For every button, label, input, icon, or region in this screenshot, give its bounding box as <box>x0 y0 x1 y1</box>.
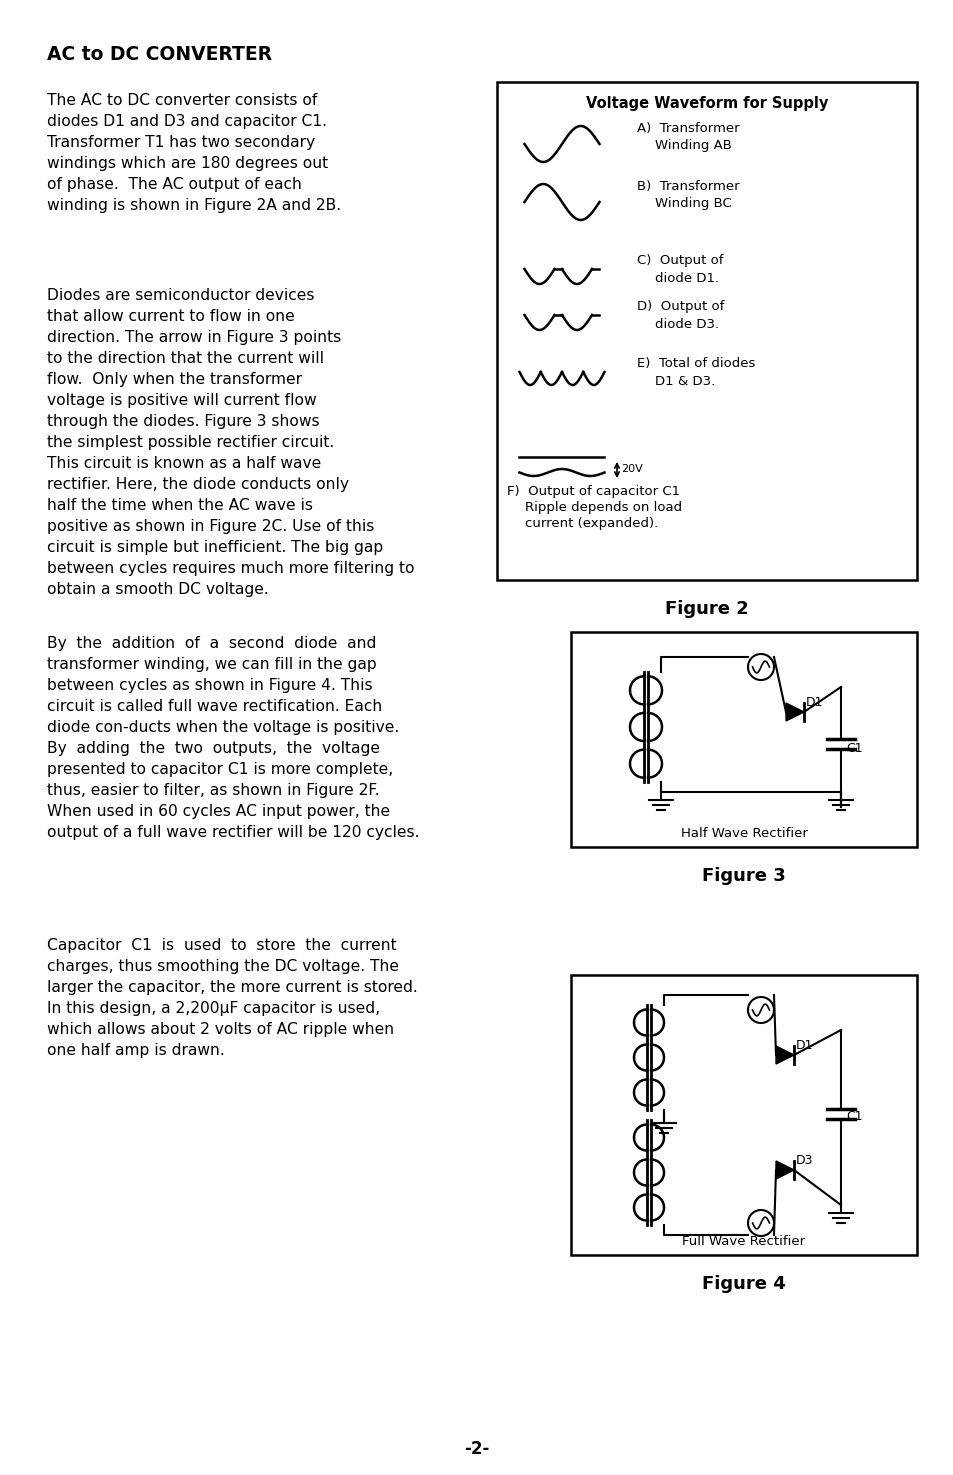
Polygon shape <box>785 704 803 721</box>
Text: D1 & D3.: D1 & D3. <box>655 375 715 388</box>
Text: through the diodes. Figure 3 shows: through the diodes. Figure 3 shows <box>47 414 319 429</box>
Text: Figure 2: Figure 2 <box>664 600 748 618</box>
Text: which allows about 2 volts of AC ripple when: which allows about 2 volts of AC ripple … <box>47 1022 394 1037</box>
Text: Figure 4: Figure 4 <box>701 1274 785 1294</box>
Text: voltage is positive will current flow: voltage is positive will current flow <box>47 392 316 409</box>
Text: the simplest possible rectifier circuit.: the simplest possible rectifier circuit. <box>47 435 334 450</box>
Text: D)  Output of: D) Output of <box>637 299 723 313</box>
Text: winding is shown in Figure 2A and 2B.: winding is shown in Figure 2A and 2B. <box>47 198 341 212</box>
Text: AC to DC CONVERTER: AC to DC CONVERTER <box>47 46 272 63</box>
Text: In this design, a 2,200μF capacitor is used,: In this design, a 2,200μF capacitor is u… <box>47 1002 379 1016</box>
Text: C1: C1 <box>845 742 862 755</box>
Text: D1: D1 <box>795 1038 813 1052</box>
Polygon shape <box>775 1161 793 1179</box>
Text: 20V: 20V <box>620 465 642 473</box>
Text: Winding BC: Winding BC <box>655 198 731 209</box>
Bar <box>497 83 916 580</box>
Text: one half amp is drawn.: one half amp is drawn. <box>47 1043 225 1058</box>
Text: direction. The arrow in Figure 3 points: direction. The arrow in Figure 3 points <box>47 330 341 345</box>
Text: current (expanded).: current (expanded). <box>524 518 658 530</box>
Text: positive as shown in Figure 2C. Use of this: positive as shown in Figure 2C. Use of t… <box>47 519 374 534</box>
Text: charges, thus smoothing the DC voltage. The: charges, thus smoothing the DC voltage. … <box>47 959 398 974</box>
Text: C1: C1 <box>845 1111 862 1122</box>
Text: Winding AB: Winding AB <box>655 139 731 152</box>
Text: presented to capacitor C1 is more complete,: presented to capacitor C1 is more comple… <box>47 763 393 777</box>
Text: circuit is simple but inefficient. The big gap: circuit is simple but inefficient. The b… <box>47 540 383 555</box>
Text: diode D1.: diode D1. <box>655 271 719 285</box>
Text: transformer winding, we can fill in the gap: transformer winding, we can fill in the … <box>47 656 376 673</box>
Text: that allow current to flow in one: that allow current to flow in one <box>47 308 294 324</box>
Text: The AC to DC converter consists of: The AC to DC converter consists of <box>47 93 317 108</box>
Text: Half Wave Rectifier: Half Wave Rectifier <box>679 827 806 839</box>
Text: thus, easier to filter, as shown in Figure 2F.: thus, easier to filter, as shown in Figu… <box>47 783 379 798</box>
Text: D1: D1 <box>805 696 822 709</box>
Text: Ripple depends on load: Ripple depends on load <box>524 502 681 513</box>
Text: diode con-ducts when the voltage is positive.: diode con-ducts when the voltage is posi… <box>47 720 399 735</box>
Text: between cycles requires much more filtering to: between cycles requires much more filter… <box>47 560 414 577</box>
Text: D3: D3 <box>795 1153 813 1167</box>
Text: This circuit is known as a half wave: This circuit is known as a half wave <box>47 456 321 471</box>
Text: C)  Output of: C) Output of <box>637 254 722 267</box>
Text: B)  Transformer: B) Transformer <box>637 180 739 193</box>
Text: to the direction that the current will: to the direction that the current will <box>47 351 324 366</box>
Text: flow.  Only when the transformer: flow. Only when the transformer <box>47 372 302 386</box>
Text: Voltage Waveform for Supply: Voltage Waveform for Supply <box>585 96 827 111</box>
Text: Transformer T1 has two secondary: Transformer T1 has two secondary <box>47 136 314 150</box>
Text: Full Wave Rectifier: Full Wave Rectifier <box>681 1235 804 1248</box>
Text: Figure 3: Figure 3 <box>701 867 785 885</box>
Bar <box>571 975 916 1255</box>
Bar <box>571 631 916 847</box>
Text: Diodes are semiconductor devices: Diodes are semiconductor devices <box>47 288 314 302</box>
Text: rectifier. Here, the diode conducts only: rectifier. Here, the diode conducts only <box>47 476 349 493</box>
Text: windings which are 180 degrees out: windings which are 180 degrees out <box>47 156 328 171</box>
Text: obtain a smooth DC voltage.: obtain a smooth DC voltage. <box>47 583 269 597</box>
Text: of phase.  The AC output of each: of phase. The AC output of each <box>47 177 301 192</box>
Polygon shape <box>775 1046 793 1063</box>
Text: E)  Total of diodes: E) Total of diodes <box>637 357 755 370</box>
Text: F)  Output of capacitor C1: F) Output of capacitor C1 <box>506 485 679 499</box>
Text: half the time when the AC wave is: half the time when the AC wave is <box>47 499 313 513</box>
Text: circuit is called full wave rectification. Each: circuit is called full wave rectificatio… <box>47 699 382 714</box>
Text: By  adding  the  two  outputs,  the  voltage: By adding the two outputs, the voltage <box>47 740 379 757</box>
Text: When used in 60 cycles AC input power, the: When used in 60 cycles AC input power, t… <box>47 804 390 819</box>
Text: By  the  addition  of  a  second  diode  and: By the addition of a second diode and <box>47 636 376 650</box>
Text: output of a full wave rectifier will be 120 cycles.: output of a full wave rectifier will be … <box>47 825 419 839</box>
Text: diode D3.: diode D3. <box>655 319 719 330</box>
Text: -2-: -2- <box>464 1440 489 1457</box>
Text: between cycles as shown in Figure 4. This: between cycles as shown in Figure 4. Thi… <box>47 678 373 693</box>
Text: A)  Transformer: A) Transformer <box>637 122 739 136</box>
Text: diodes D1 and D3 and capacitor C1.: diodes D1 and D3 and capacitor C1. <box>47 114 327 128</box>
Text: Capacitor  C1  is  used  to  store  the  current: Capacitor C1 is used to store the curren… <box>47 938 396 953</box>
Text: larger the capacitor, the more current is stored.: larger the capacitor, the more current i… <box>47 979 417 996</box>
